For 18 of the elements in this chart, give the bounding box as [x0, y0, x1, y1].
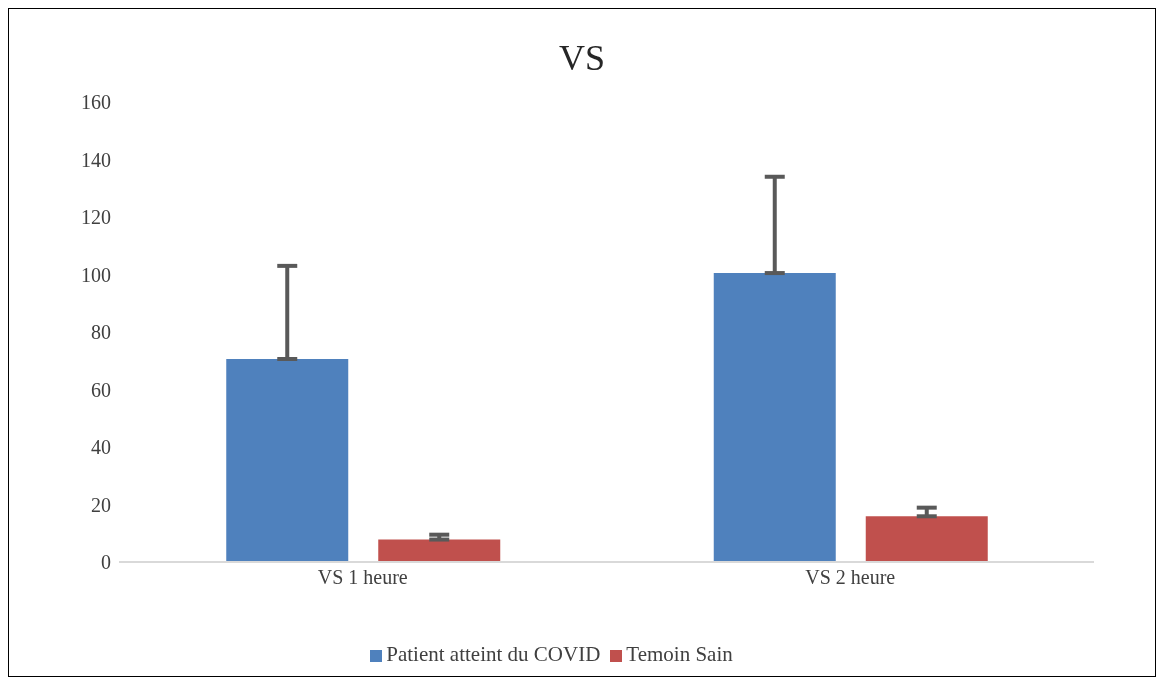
y-tick-label: 20 [91, 493, 111, 516]
y-tick-label: 0 [101, 551, 111, 574]
bar [378, 539, 501, 562]
legend-label: Patient atteint du COVID [386, 642, 601, 666]
bar [865, 516, 988, 562]
y-tick-label: 40 [91, 436, 111, 459]
y-tick-label: 120 [81, 206, 111, 229]
y-tick-label: 160 [81, 91, 111, 114]
y-tick-label: 140 [81, 148, 111, 171]
chart-title: VS [558, 37, 606, 80]
x-tick-label: VS 1 heure [317, 566, 408, 589]
x-tick-label: VS 2 heure [805, 566, 896, 589]
y-tick-label: 80 [91, 321, 111, 344]
bar [226, 359, 349, 562]
y-tick-label: 100 [81, 263, 111, 286]
bar [713, 273, 836, 562]
legend-label: Temoin Sain [626, 642, 733, 666]
y-tick-label: 60 [91, 378, 111, 401]
